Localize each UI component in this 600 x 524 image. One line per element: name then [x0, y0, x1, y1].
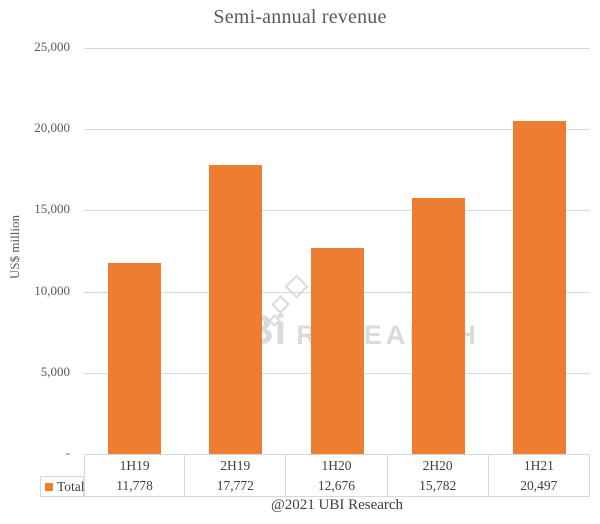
- bar-1H21: [512, 121, 566, 454]
- value-cell-1H20: 12,676: [286, 476, 388, 497]
- data-table: 1H19 2H19 1H20 2H20 1H21 Total 11,778 17,772 12,…: [40, 454, 590, 497]
- legend-swatch-icon: [45, 482, 53, 491]
- table-corner-cell: [40, 454, 84, 476]
- legend-label: Total: [57, 478, 85, 494]
- legend-cell: Total: [40, 476, 85, 497]
- cube-icon: [284, 274, 309, 299]
- gridline: [84, 129, 590, 131]
- value-cell-2H20: 15,782: [387, 476, 489, 497]
- chart-title: Semi-annual revenue: [213, 6, 387, 28]
- y-tick-label: 15,000: [34, 201, 70, 217]
- bar-2H20: [411, 197, 465, 454]
- bar-1H19: [108, 262, 162, 454]
- gridline: [84, 48, 590, 49]
- value-cell-1H19: 11,778: [84, 476, 186, 497]
- category-cell-1H19: 1H19: [84, 454, 186, 476]
- category-cell-2H20: 2H20: [387, 454, 489, 476]
- y-tick-label: 10,000: [34, 282, 70, 298]
- value-cell-1H21: 20,497: [488, 476, 590, 497]
- gridline: [84, 210, 590, 212]
- y-tick-label: 20,000: [34, 120, 70, 136]
- value-cell-2H19: 17,772: [185, 476, 287, 497]
- footer-credit: @2021 UBI Research: [270, 497, 404, 513]
- category-cell-2H19: 2H19: [185, 454, 287, 476]
- y-tick-label: 5,000: [40, 363, 70, 379]
- category-cell-1H20: 1H20: [286, 454, 388, 476]
- y-axis-title: US$ million: [7, 215, 22, 279]
- y-tick-label: 25,000: [34, 39, 70, 54]
- category-cell-1H21: 1H21: [488, 454, 590, 476]
- bar-1H20: [310, 248, 364, 454]
- y-tick-label: -: [65, 445, 70, 460]
- plot-area: UBi RESEARCH: [84, 48, 590, 454]
- bar-2H19: [209, 165, 263, 454]
